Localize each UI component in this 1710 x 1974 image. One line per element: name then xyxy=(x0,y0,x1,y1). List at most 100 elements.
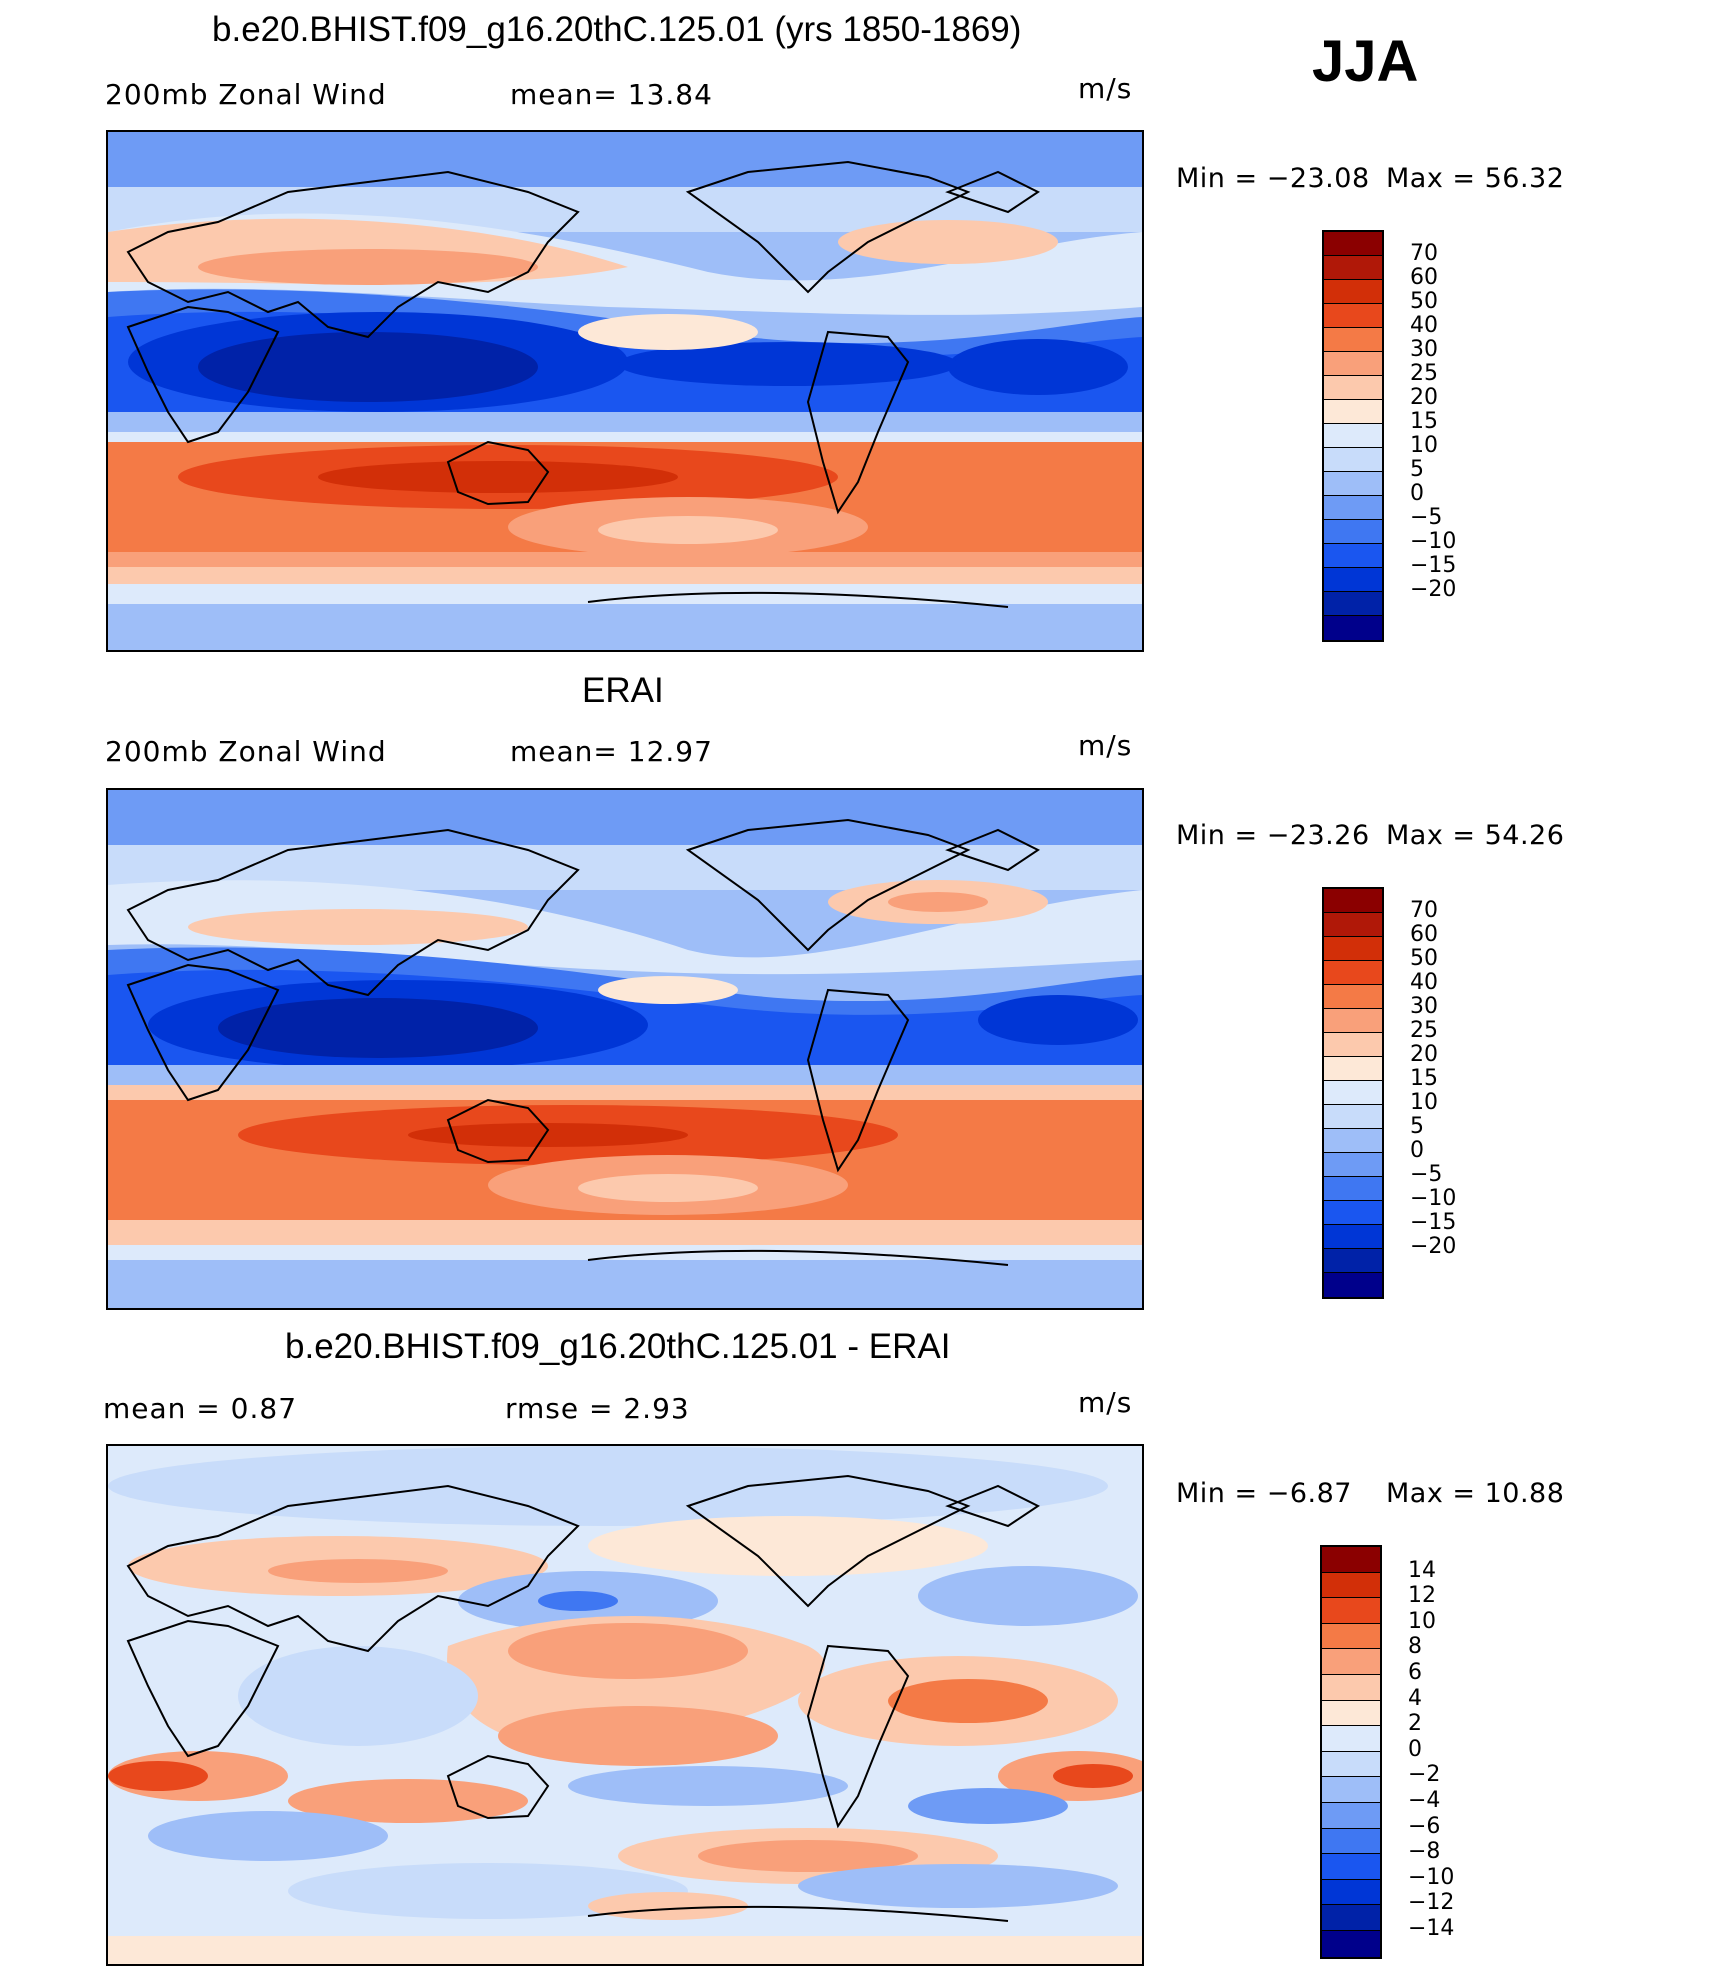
panel-3-title: b.e20.BHIST.f09_g16.20thC.125.01 - ERAI xyxy=(285,1327,951,1366)
colorbar-tick-label: 5 xyxy=(1410,457,1424,482)
colorbar-box xyxy=(1324,937,1382,961)
colorbar-box xyxy=(1324,328,1382,352)
colorbar-box xyxy=(1324,616,1382,640)
colorbar-tick-label: 8 xyxy=(1408,1634,1422,1660)
colorbar-box xyxy=(1324,592,1382,616)
panel-2-min: Min = −23.26 xyxy=(1176,820,1370,851)
colorbar-box xyxy=(1324,913,1382,937)
colorbar-tick-label: 50 xyxy=(1410,946,1438,971)
panel-3-colorbar xyxy=(1320,1545,1382,1959)
colorbar-box xyxy=(1322,1572,1380,1599)
colorbar-tick-label: −10 xyxy=(1410,529,1457,554)
colorbar-box xyxy=(1324,472,1382,496)
colorbar-box xyxy=(1324,1105,1382,1129)
panel-3-map xyxy=(106,1444,1144,1966)
colorbar-box xyxy=(1324,400,1382,424)
colorbar-box xyxy=(1324,352,1382,376)
panel-3-max: Max = 10.88 xyxy=(1386,1478,1565,1509)
colorbar-box xyxy=(1324,985,1382,1009)
colorbar-tick-label: 14 xyxy=(1408,1557,1436,1583)
colorbar-box xyxy=(1322,1598,1380,1624)
panel-2-colorbar xyxy=(1322,887,1384,1299)
colorbar-box xyxy=(1324,1201,1382,1225)
panel-1-variable-label: 200mb Zonal Wind xyxy=(105,78,387,111)
colorbar-box xyxy=(1324,376,1382,400)
colorbar-box xyxy=(1322,1649,1380,1675)
colorbar-tick-label: 6 xyxy=(1408,1660,1422,1685)
colorbar-tick-label: −5 xyxy=(1410,1162,1443,1187)
colorbar-box xyxy=(1324,961,1382,985)
panel-2-variable-label: 200mb Zonal Wind xyxy=(105,735,387,768)
colorbar-tick-label: 15 xyxy=(1410,1066,1438,1091)
colorbar-tick-label: −14 xyxy=(1408,1916,1455,1941)
colorbar-tick-label: 20 xyxy=(1410,1042,1438,1067)
panel-3-min: Min = −6.87 xyxy=(1176,1478,1352,1509)
colorbar-tick-label: 60 xyxy=(1410,922,1438,947)
panel-2-map xyxy=(106,788,1144,1310)
colorbar-tick-label: 15 xyxy=(1410,409,1438,434)
colorbar-box xyxy=(1324,1249,1382,1273)
colorbar-tick-label: 30 xyxy=(1410,994,1438,1019)
colorbar-tick-label: 10 xyxy=(1408,1608,1436,1634)
panel-1-max: Max = 56.32 xyxy=(1386,163,1565,194)
panel-2-mean-label: mean= 12.97 xyxy=(510,735,713,768)
colorbar-tick-label: 70 xyxy=(1410,241,1438,266)
colorbar-tick-label: −2 xyxy=(1408,1762,1441,1788)
panel-3-units: m/s xyxy=(1078,1386,1133,1419)
colorbar-tick-label: −10 xyxy=(1408,1864,1455,1890)
colorbar-tick-label: 0 xyxy=(1408,1736,1422,1762)
panel-1-mean-label: mean= 13.84 xyxy=(510,78,713,111)
panel-2-title: ERAI xyxy=(582,671,664,710)
colorbar-box xyxy=(1324,1177,1382,1201)
colorbar-box xyxy=(1322,1547,1380,1573)
colorbar-box xyxy=(1322,1905,1380,1931)
colorbar-tick-label: −4 xyxy=(1408,1788,1441,1813)
colorbar-box xyxy=(1322,1854,1380,1880)
colorbar-box xyxy=(1322,1674,1380,1701)
colorbar-box xyxy=(1324,1033,1382,1057)
colorbar-tick-label: 60 xyxy=(1410,265,1438,290)
colorbar-box xyxy=(1322,1828,1380,1855)
colorbar-tick-label: 10 xyxy=(1410,1090,1438,1115)
colorbar-tick-label: 25 xyxy=(1410,361,1438,386)
colorbar-tick-label: 25 xyxy=(1410,1018,1438,1043)
colorbar-box xyxy=(1324,256,1382,280)
panel-1-map xyxy=(106,130,1144,652)
colorbar-box xyxy=(1324,1009,1382,1033)
colorbar-box xyxy=(1324,1057,1382,1081)
colorbar-tick-label: −10 xyxy=(1410,1186,1457,1211)
colorbar-tick-label: −20 xyxy=(1410,577,1457,602)
colorbar-box xyxy=(1324,1129,1382,1153)
colorbar-tick-label: 40 xyxy=(1410,970,1438,995)
panel-1-units: m/s xyxy=(1078,72,1133,105)
panel-1-min: Min = −23.08 xyxy=(1176,163,1370,194)
colorbar-box xyxy=(1324,424,1382,448)
colorbar-box xyxy=(1322,1623,1380,1650)
colorbar-tick-label: −15 xyxy=(1410,1210,1457,1235)
colorbar-tick-label: −8 xyxy=(1408,1839,1441,1865)
colorbar-box xyxy=(1322,1879,1380,1906)
colorbar-tick-label: 0 xyxy=(1410,1138,1424,1163)
colorbar-box xyxy=(1324,544,1382,568)
colorbar-box xyxy=(1324,1081,1382,1105)
colorbar-box xyxy=(1324,304,1382,328)
colorbar-tick-label: −5 xyxy=(1410,505,1443,530)
colorbar-tick-label: 5 xyxy=(1410,1114,1424,1139)
colorbar-tick-label: −12 xyxy=(1408,1890,1455,1916)
colorbar-box xyxy=(1322,1802,1380,1829)
colorbar-box xyxy=(1324,1225,1382,1249)
colorbar-tick-label: 50 xyxy=(1410,289,1438,314)
colorbar-box xyxy=(1322,1751,1380,1778)
panel-1-title: b.e20.BHIST.f09_g16.20thC.125.01 (yrs 18… xyxy=(212,10,1022,49)
colorbar-tick-label: −6 xyxy=(1408,1813,1441,1839)
colorbar-box xyxy=(1324,1273,1382,1297)
panel-3-mean-label: mean = 0.87 xyxy=(103,1392,298,1425)
colorbar-box xyxy=(1324,889,1382,913)
panel-1-colorbar xyxy=(1322,230,1384,642)
colorbar-box xyxy=(1322,1777,1380,1803)
colorbar-tick-label: 12 xyxy=(1408,1583,1436,1609)
colorbar-tick-label: 4 xyxy=(1408,1685,1422,1711)
colorbar-box xyxy=(1324,1153,1382,1177)
panel-3-rmse-label: rmse = 2.93 xyxy=(505,1392,690,1425)
colorbar-tick-label: 40 xyxy=(1410,313,1438,338)
